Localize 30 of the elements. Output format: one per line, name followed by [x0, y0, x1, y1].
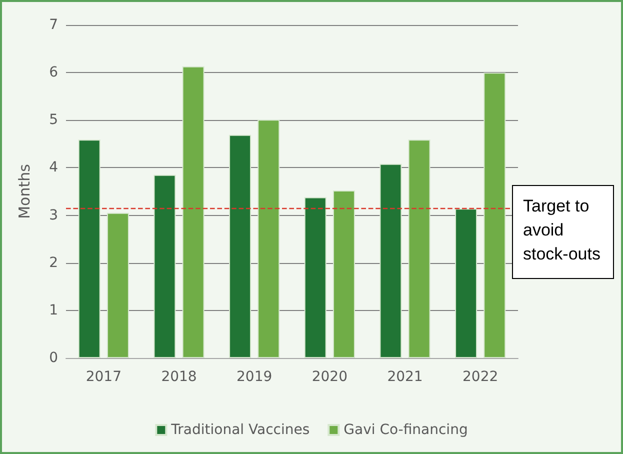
bar: [304, 197, 326, 358]
bar: [182, 66, 204, 358]
legend-label: Traditional Vaccines: [170, 422, 310, 438]
bar: [106, 212, 129, 358]
y-tick-label: 6: [49, 64, 58, 81]
bar: [332, 190, 355, 358]
ref-line-label: Target to avoid stock-outs: [523, 196, 600, 264]
y-axis-title: Months: [16, 164, 34, 219]
bar: [484, 72, 506, 358]
x-tick-label: 2022: [462, 369, 498, 385]
x-tick-label: 2018: [161, 369, 197, 385]
y-tick-label: 5: [49, 112, 58, 128]
y-tick-label: 2: [49, 254, 58, 271]
y-tick-label: 3: [49, 207, 58, 224]
x-tick-label: 2021: [387, 369, 423, 385]
x-tick-label: 2020: [312, 369, 348, 385]
x-tick-label: 2019: [236, 369, 272, 385]
bar: [258, 120, 280, 358]
bar: [78, 140, 100, 358]
bar: [408, 140, 430, 358]
y-tick-label: 4: [49, 160, 58, 176]
y-tick-label: 7: [49, 17, 58, 33]
x-tick-label: 2017: [86, 369, 122, 385]
legend-label: Gavi Co-financing: [344, 422, 468, 438]
bar: [455, 208, 478, 358]
bar: [154, 174, 176, 358]
y-tick-label: 1: [49, 302, 58, 318]
y-tick-label: 0: [49, 350, 58, 366]
bar: [229, 134, 252, 358]
bar: [380, 164, 402, 358]
